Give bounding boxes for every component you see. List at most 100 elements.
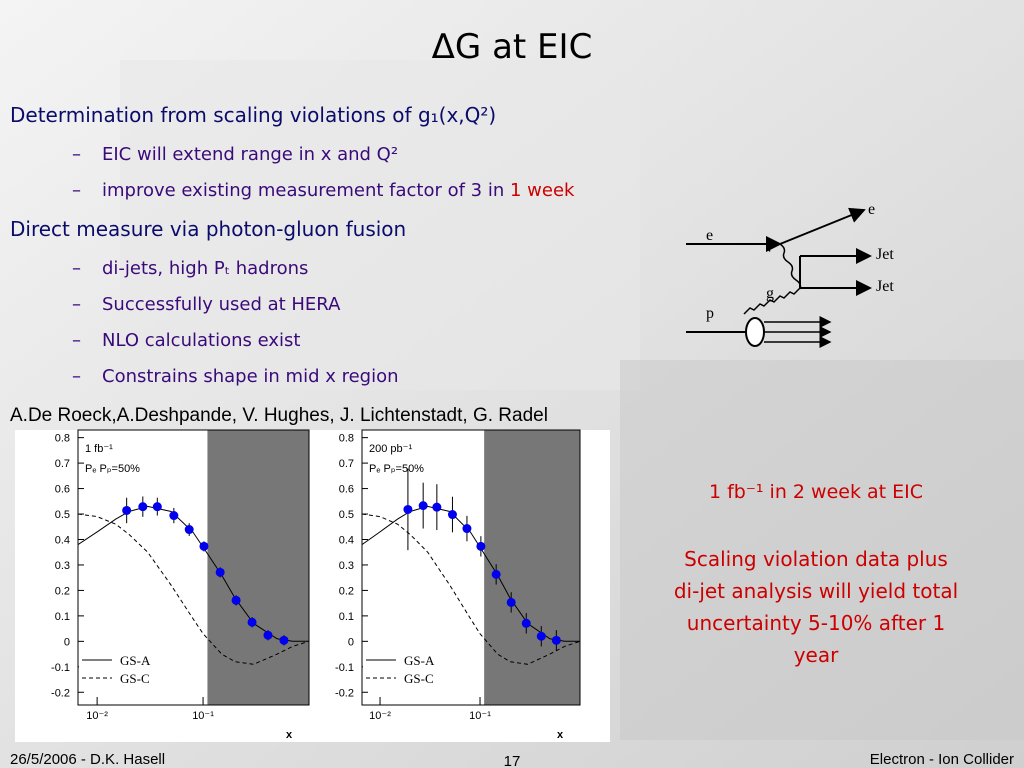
sub-bullet: NLO calculations exist (102, 330, 300, 351)
data-point (506, 597, 516, 607)
y-tick-label: 0.3 (55, 560, 70, 572)
background-statue (620, 360, 1024, 740)
plot-frame (361, 429, 581, 706)
data-point (476, 541, 486, 551)
y-tick-label: 0 (64, 636, 70, 648)
curve (78, 513, 309, 665)
footer-left: 26/5/2006 - D.K. Hasell (10, 751, 165, 768)
highlight: 1 week (510, 180, 575, 201)
data-point (199, 541, 209, 551)
x-tick-label: 10⁻² (86, 710, 108, 722)
note: year (794, 643, 839, 667)
y-tick-label: -0.1 (335, 662, 354, 674)
sub-marker: – (72, 144, 81, 165)
sub-marker: – (72, 330, 81, 351)
diagram-label: Jet (876, 246, 894, 263)
photon (779, 243, 802, 290)
data-point (418, 501, 428, 511)
note: 1 fb⁻¹ in 2 week at EIC (709, 481, 923, 503)
sub-bullet: Constrains shape in mid x region (102, 366, 399, 387)
sub-marker: – (72, 366, 81, 387)
note: uncertainty 5-10% after 1 (687, 611, 945, 635)
curve (362, 505, 580, 642)
authors: A.De Roeck,A.Deshpande, V. Hughes, J. Li… (10, 405, 548, 426)
footer-right: Electron - Ion Collider (870, 751, 1014, 768)
x-axis-label: x (557, 729, 564, 741)
y-tick-label: 0.6 (339, 484, 354, 496)
data-point (551, 635, 561, 645)
legend-box (363, 670, 463, 687)
data-point (462, 524, 472, 534)
y-tick-label: 0.4 (55, 534, 70, 546)
note: di-jet analysis will yield total (674, 579, 958, 603)
title: ΔG at EIC (432, 27, 593, 67)
y-tick-label: 0.8 (55, 433, 70, 445)
legend-box (79, 670, 179, 687)
legend-label: GS-A (404, 653, 435, 668)
data-point (247, 617, 257, 627)
y-tick-label: 0.2 (339, 585, 354, 597)
data-point (152, 502, 162, 512)
y-tick-label: 0.5 (55, 509, 70, 521)
legend-label: GS-C (120, 671, 150, 686)
data-point (403, 504, 413, 514)
sub-bullet: di-jets, high Pₜ hadrons (102, 258, 308, 279)
electron-out (779, 207, 866, 245)
note: Scaling violation data plus (684, 547, 948, 571)
diagram-label: Jet (876, 278, 894, 295)
y-tick-label: 0.1 (339, 611, 354, 623)
y-tick-label: 0.6 (55, 484, 70, 496)
y-tick-label: 0.5 (339, 509, 354, 521)
sub-bullet: Successfully used at HERA (102, 294, 341, 315)
plot-frame (77, 429, 310, 706)
sub-marker: – (72, 294, 81, 315)
bullet: Determination from scaling violations of… (10, 103, 496, 127)
x-tick-label: 10⁻² (369, 710, 391, 722)
data-point (138, 502, 148, 512)
data-point (122, 505, 132, 515)
sub-bullet: EIC will extend range in x and Q² (102, 144, 398, 165)
curve (78, 505, 309, 642)
y-tick-label: 0.3 (339, 560, 354, 572)
data-point (169, 511, 179, 521)
data-point (263, 630, 273, 640)
diagram-label: g (766, 285, 774, 302)
y-tick-label: 0.4 (339, 534, 354, 546)
legend-label: GS-A (120, 653, 151, 668)
data-point (447, 510, 457, 520)
shaded-region (484, 430, 580, 705)
plots: -0.2 -0.1 0 0.1 0.2 0.3 0.4 0.5 0.6 0.7 0.8 10⁻² 10⁻… (51, 429, 581, 741)
y-tick-label: 0.7 (55, 458, 70, 470)
sub-marker: – (72, 180, 81, 201)
x-tick-label: 10⁻¹ (192, 710, 214, 722)
proton-blob (745, 317, 765, 347)
feynman-diagram: e e γ Jet Jet g p (686, 201, 894, 348)
y-tick-label: 0.7 (339, 458, 354, 470)
footer-center: 17 (504, 753, 521, 768)
shaded-region (207, 430, 309, 705)
data-point (491, 569, 501, 579)
data-point (231, 595, 241, 605)
data-point (184, 525, 194, 535)
y-tick-label: 0.8 (339, 433, 354, 445)
background-building (120, 60, 640, 390)
y-tick-label: -0.1 (51, 662, 70, 674)
data-point (279, 635, 289, 645)
data-point (521, 618, 531, 628)
diagram-label: p (706, 305, 714, 322)
y-tick-label: 0.1 (55, 611, 70, 623)
sub-bullet: improve existing measurement factor of 3… (102, 180, 575, 201)
y-tick-label: -0.2 (335, 687, 354, 699)
legend-label: GS-C (404, 671, 434, 686)
sub-marker: – (72, 258, 81, 279)
y-tick-label: -0.2 (51, 687, 70, 699)
curve (362, 513, 580, 665)
annotation: 1 fb⁻¹ (85, 443, 113, 455)
diagram-label: γ (765, 235, 773, 252)
data-point (536, 631, 546, 641)
legend-box (79, 652, 179, 669)
x-axis-label: x (286, 729, 293, 741)
data-point (432, 502, 442, 512)
data-point (215, 567, 225, 577)
